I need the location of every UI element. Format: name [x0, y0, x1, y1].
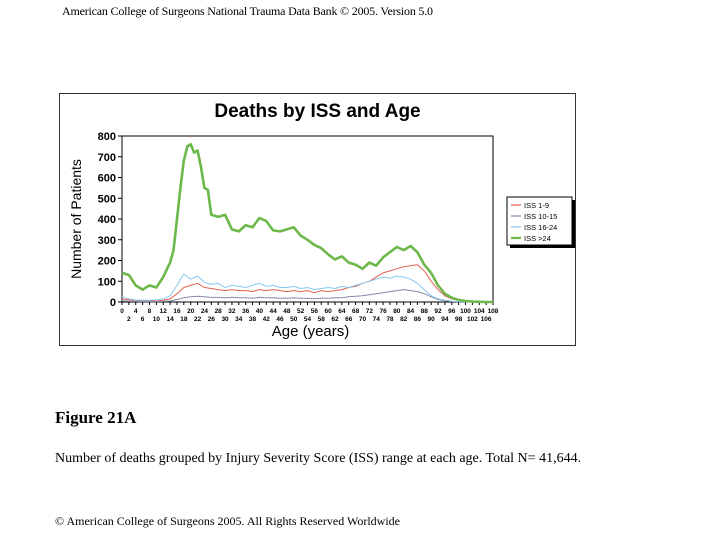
legend-label: ISS 10-15 [524, 212, 557, 221]
x-tick-label: 48 [283, 308, 291, 315]
x-tick-label: 68 [352, 308, 360, 315]
x-tick-label: 18 [180, 316, 188, 323]
x-tick-label: 72 [366, 308, 374, 315]
x-tick-label: 86 [414, 316, 422, 323]
chart-frame: Deaths by ISS and Age 0 100 200 300 400 500 60… [59, 93, 576, 346]
x-tick-label: 84 [407, 308, 415, 315]
x-tick-label: 66 [345, 316, 353, 323]
y-tick-label: 0 [110, 297, 116, 309]
x-tick-label: 56 [311, 308, 319, 315]
legend-label: ISS 1-9 [524, 201, 549, 210]
x-tick-label: 44 [270, 308, 278, 315]
x-tick-label: 34 [235, 316, 243, 323]
x-tick-label: 46 [276, 316, 284, 323]
legend-label: ISS 16-24 [524, 223, 557, 232]
series-line-3 [121, 142, 493, 304]
x-tick-label: 58 [318, 316, 326, 323]
x-tick-label: 54 [304, 316, 312, 323]
x-tick-label: 64 [338, 308, 346, 315]
x-tick-label: 62 [331, 316, 339, 323]
x-tick-label: 96 [448, 308, 456, 315]
series-line-1 [121, 289, 493, 303]
x-tick-label: 100 [460, 308, 471, 315]
x-tick-label: 36 [242, 308, 250, 315]
x-tick-label: 10 [153, 316, 161, 323]
x-tick-label: 78 [386, 316, 394, 323]
x-tick-label: 60 [324, 308, 332, 315]
copyright-footer: © American College of Surgeons 2005. All… [55, 514, 400, 528]
series-line-2 [121, 273, 493, 303]
y-tick-label: 300 [98, 235, 116, 247]
x-tick-label: 108 [488, 308, 499, 315]
y-tick-label: 600 [98, 173, 116, 185]
x-tick-label: 94 [441, 316, 449, 323]
x-tick-label: 98 [455, 316, 463, 323]
y-tick-label: 400 [98, 214, 116, 226]
x-tick-label: 106 [481, 316, 492, 323]
x-tick-label: 50 [290, 316, 298, 323]
x-tick-label: 76 [379, 308, 387, 315]
x-tick-label: 32 [228, 308, 236, 315]
x-tick-label: 102 [467, 316, 478, 323]
x-tick-label: 0 [120, 308, 124, 315]
x-tick-label: 88 [421, 308, 429, 315]
x-tick-label: 74 [373, 316, 381, 323]
y-tick-label: 700 [98, 152, 116, 164]
x-tick-label: 28 [215, 308, 223, 315]
x-tick-label: 16 [173, 308, 181, 315]
x-tick-label: 40 [256, 308, 264, 315]
x-tick-label: 12 [160, 308, 168, 315]
x-tick-label: 70 [359, 316, 367, 323]
y-tick-label: 200 [98, 256, 116, 268]
x-tick-label: 14 [166, 316, 174, 323]
x-tick-label: 8 [148, 308, 152, 315]
x-tick-label: 2 [127, 316, 131, 323]
x-tick-label: 6 [141, 316, 145, 323]
x-tick-label: 24 [201, 308, 209, 315]
x-tick-label: 38 [249, 316, 257, 323]
y-tick-label: 800 [98, 131, 116, 143]
x-tick-label: 82 [400, 316, 408, 323]
x-tick-label: 42 [263, 316, 271, 323]
x-tick-label: 80 [393, 308, 401, 315]
x-tick-label: 30 [221, 316, 229, 323]
chart-title: Deaths by ISS and Age [214, 101, 421, 122]
y-tick-label: 100 [98, 276, 116, 288]
x-tick-label: 104 [474, 308, 485, 315]
y-tick-label: 500 [98, 193, 116, 205]
figure-label: Figure 21A [55, 408, 137, 427]
x-tick-label: 20 [187, 308, 195, 315]
legend-label: ISS >24 [524, 234, 551, 243]
y-axis-label: Number of Patients [68, 159, 84, 279]
figure-caption: Number of deaths grouped by Injury Sever… [55, 451, 582, 466]
x-tick-label: 90 [428, 316, 436, 323]
x-axis-label: Age (years) [272, 323, 350, 340]
x-tick-label: 4 [134, 308, 138, 315]
header-text: American College of Surgeons National Tr… [62, 4, 433, 18]
x-tick-label: 26 [208, 316, 216, 323]
series-line-0 [121, 264, 493, 303]
x-tick-label: 52 [297, 308, 305, 315]
x-tick-label: 22 [194, 316, 202, 323]
x-tick-label: 92 [434, 308, 442, 315]
